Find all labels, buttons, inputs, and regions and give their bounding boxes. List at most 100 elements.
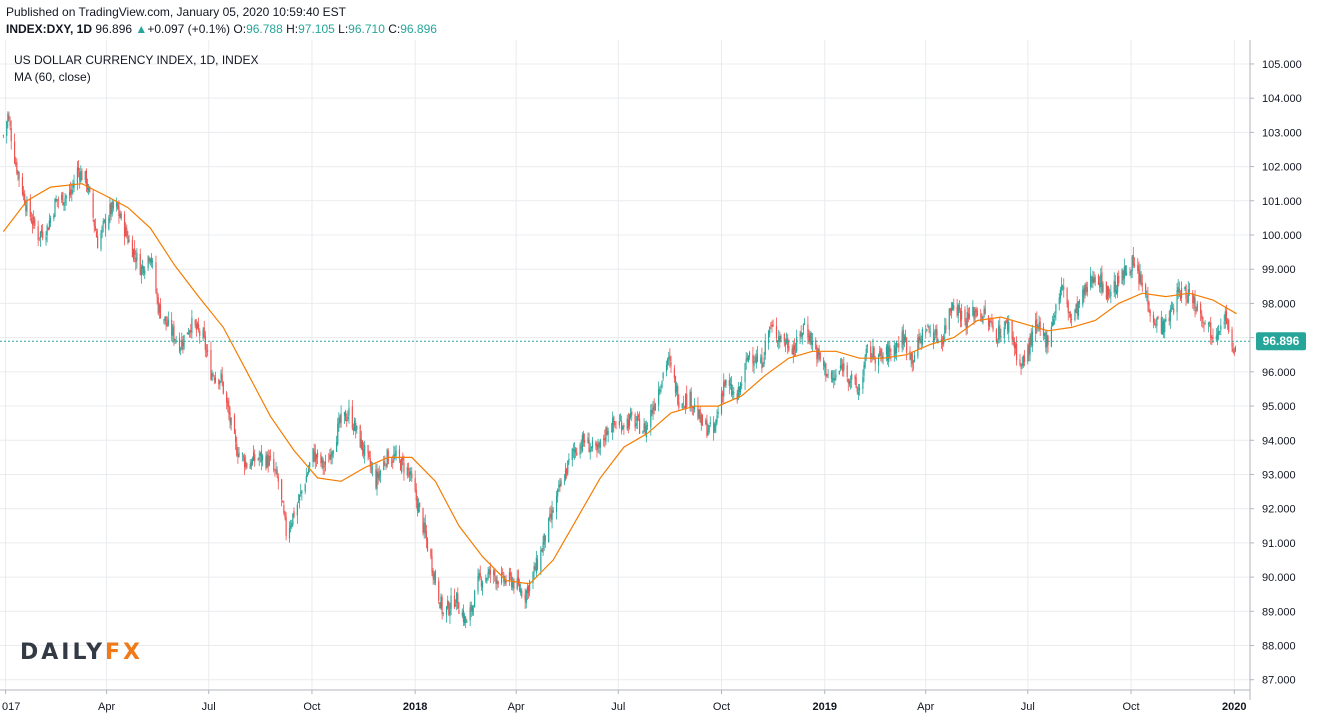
price-candle (684, 392, 687, 415)
price-candle (1020, 362, 1022, 375)
price-candle (174, 338, 176, 344)
price-candle (733, 387, 735, 400)
price-candle (1170, 301, 1173, 313)
price-candle (135, 250, 137, 271)
price-candle (851, 370, 853, 389)
price-candle (226, 391, 228, 410)
price-candle (383, 456, 385, 471)
price-candle (449, 602, 451, 624)
time-axis[interactable]: 017 Apr Jul Oct 2018 Apr Jul Oct 2019 Apr Jul Oct 20… (2, 690, 1247, 713)
price-candle (1012, 331, 1014, 346)
price-candle (536, 555, 539, 571)
price-candle (131, 235, 134, 258)
price-candle (662, 371, 664, 382)
price-candle (870, 340, 872, 363)
price-candle (1148, 300, 1150, 313)
price-candle (770, 322, 772, 329)
price-candle (919, 332, 921, 344)
price-candle (165, 316, 167, 331)
price-candle (787, 333, 789, 354)
price-candle (706, 414, 708, 439)
price-candle (1114, 274, 1116, 299)
price-candle (95, 228, 98, 238)
price-candle (518, 578, 521, 593)
price-candle (987, 315, 990, 332)
price-candle (934, 329, 936, 343)
price-candle (651, 403, 653, 417)
price-candle (1215, 328, 1217, 342)
price-candle (692, 406, 695, 416)
price-candle (1146, 290, 1148, 302)
price-candle (56, 199, 58, 208)
price-candle (1149, 308, 1151, 323)
price-candle (463, 612, 466, 626)
price-candle (118, 200, 120, 224)
price-candle (198, 317, 200, 333)
x-tick-label: 017 (2, 701, 20, 713)
price-candle (6, 120, 8, 144)
price-axis[interactable]: 87.000 88.000 89.000 90.000 91.000 92.000 93.0… (1250, 59, 1302, 687)
price-candle (560, 478, 562, 487)
price-candle (862, 369, 864, 394)
price-candle (754, 353, 756, 363)
price-candle (441, 594, 443, 620)
price-candle (110, 202, 112, 221)
price-candle (470, 601, 472, 618)
price-candle (375, 462, 377, 490)
price-candle (1101, 265, 1103, 296)
price-candle (92, 189, 94, 222)
price-candle (968, 306, 971, 320)
chart-title: US DOLLAR CURRENCY INDEX, 1D, INDEX (14, 53, 259, 67)
price-candle (112, 200, 114, 212)
price-candle (159, 298, 162, 319)
price-candle (676, 381, 678, 396)
price-candle (152, 258, 154, 269)
price-candle (890, 348, 892, 362)
price-candle (148, 256, 150, 265)
price-candle (1138, 261, 1140, 291)
price-candle (965, 317, 967, 336)
price-candle (956, 299, 958, 318)
price-candle (433, 571, 435, 585)
price-candle (1186, 294, 1188, 304)
price-candle (1203, 321, 1205, 333)
price-candle (944, 317, 946, 340)
price-candle (508, 567, 511, 586)
price-candle (385, 463, 387, 471)
price-candle (976, 307, 978, 317)
price-candle (1193, 294, 1195, 312)
price-candle (760, 354, 762, 364)
price-candle (509, 568, 512, 581)
price-candle (282, 499, 284, 503)
price-candle (281, 479, 283, 507)
price-candle (906, 337, 908, 361)
price-candle (93, 219, 95, 233)
y-tick-label: 88.000 (1262, 641, 1296, 653)
price-candle (775, 317, 778, 343)
open-label: O: (233, 22, 247, 36)
price-candle (267, 449, 269, 473)
price-candle (1069, 311, 1072, 324)
price-candle (893, 340, 895, 362)
price-candle (674, 375, 677, 398)
price-candle (364, 440, 366, 464)
price-candle (1125, 265, 1128, 276)
y-tick-label: 87.000 (1262, 675, 1296, 687)
price-candle (155, 255, 157, 294)
price-candle (604, 429, 606, 448)
price-candle (416, 495, 419, 517)
price-candle (199, 328, 201, 344)
price-candle (406, 462, 408, 479)
price-candle (81, 168, 83, 181)
price-candle (62, 191, 64, 206)
price-candle (541, 547, 543, 552)
price-candle (529, 579, 531, 597)
y-tick-label: 91.000 (1262, 538, 1296, 550)
price-candle (716, 409, 718, 425)
price-candle (984, 300, 986, 315)
price-candle (1027, 343, 1029, 365)
price-candle (1078, 299, 1081, 309)
price-candle (458, 602, 460, 614)
price-candle (314, 444, 316, 469)
